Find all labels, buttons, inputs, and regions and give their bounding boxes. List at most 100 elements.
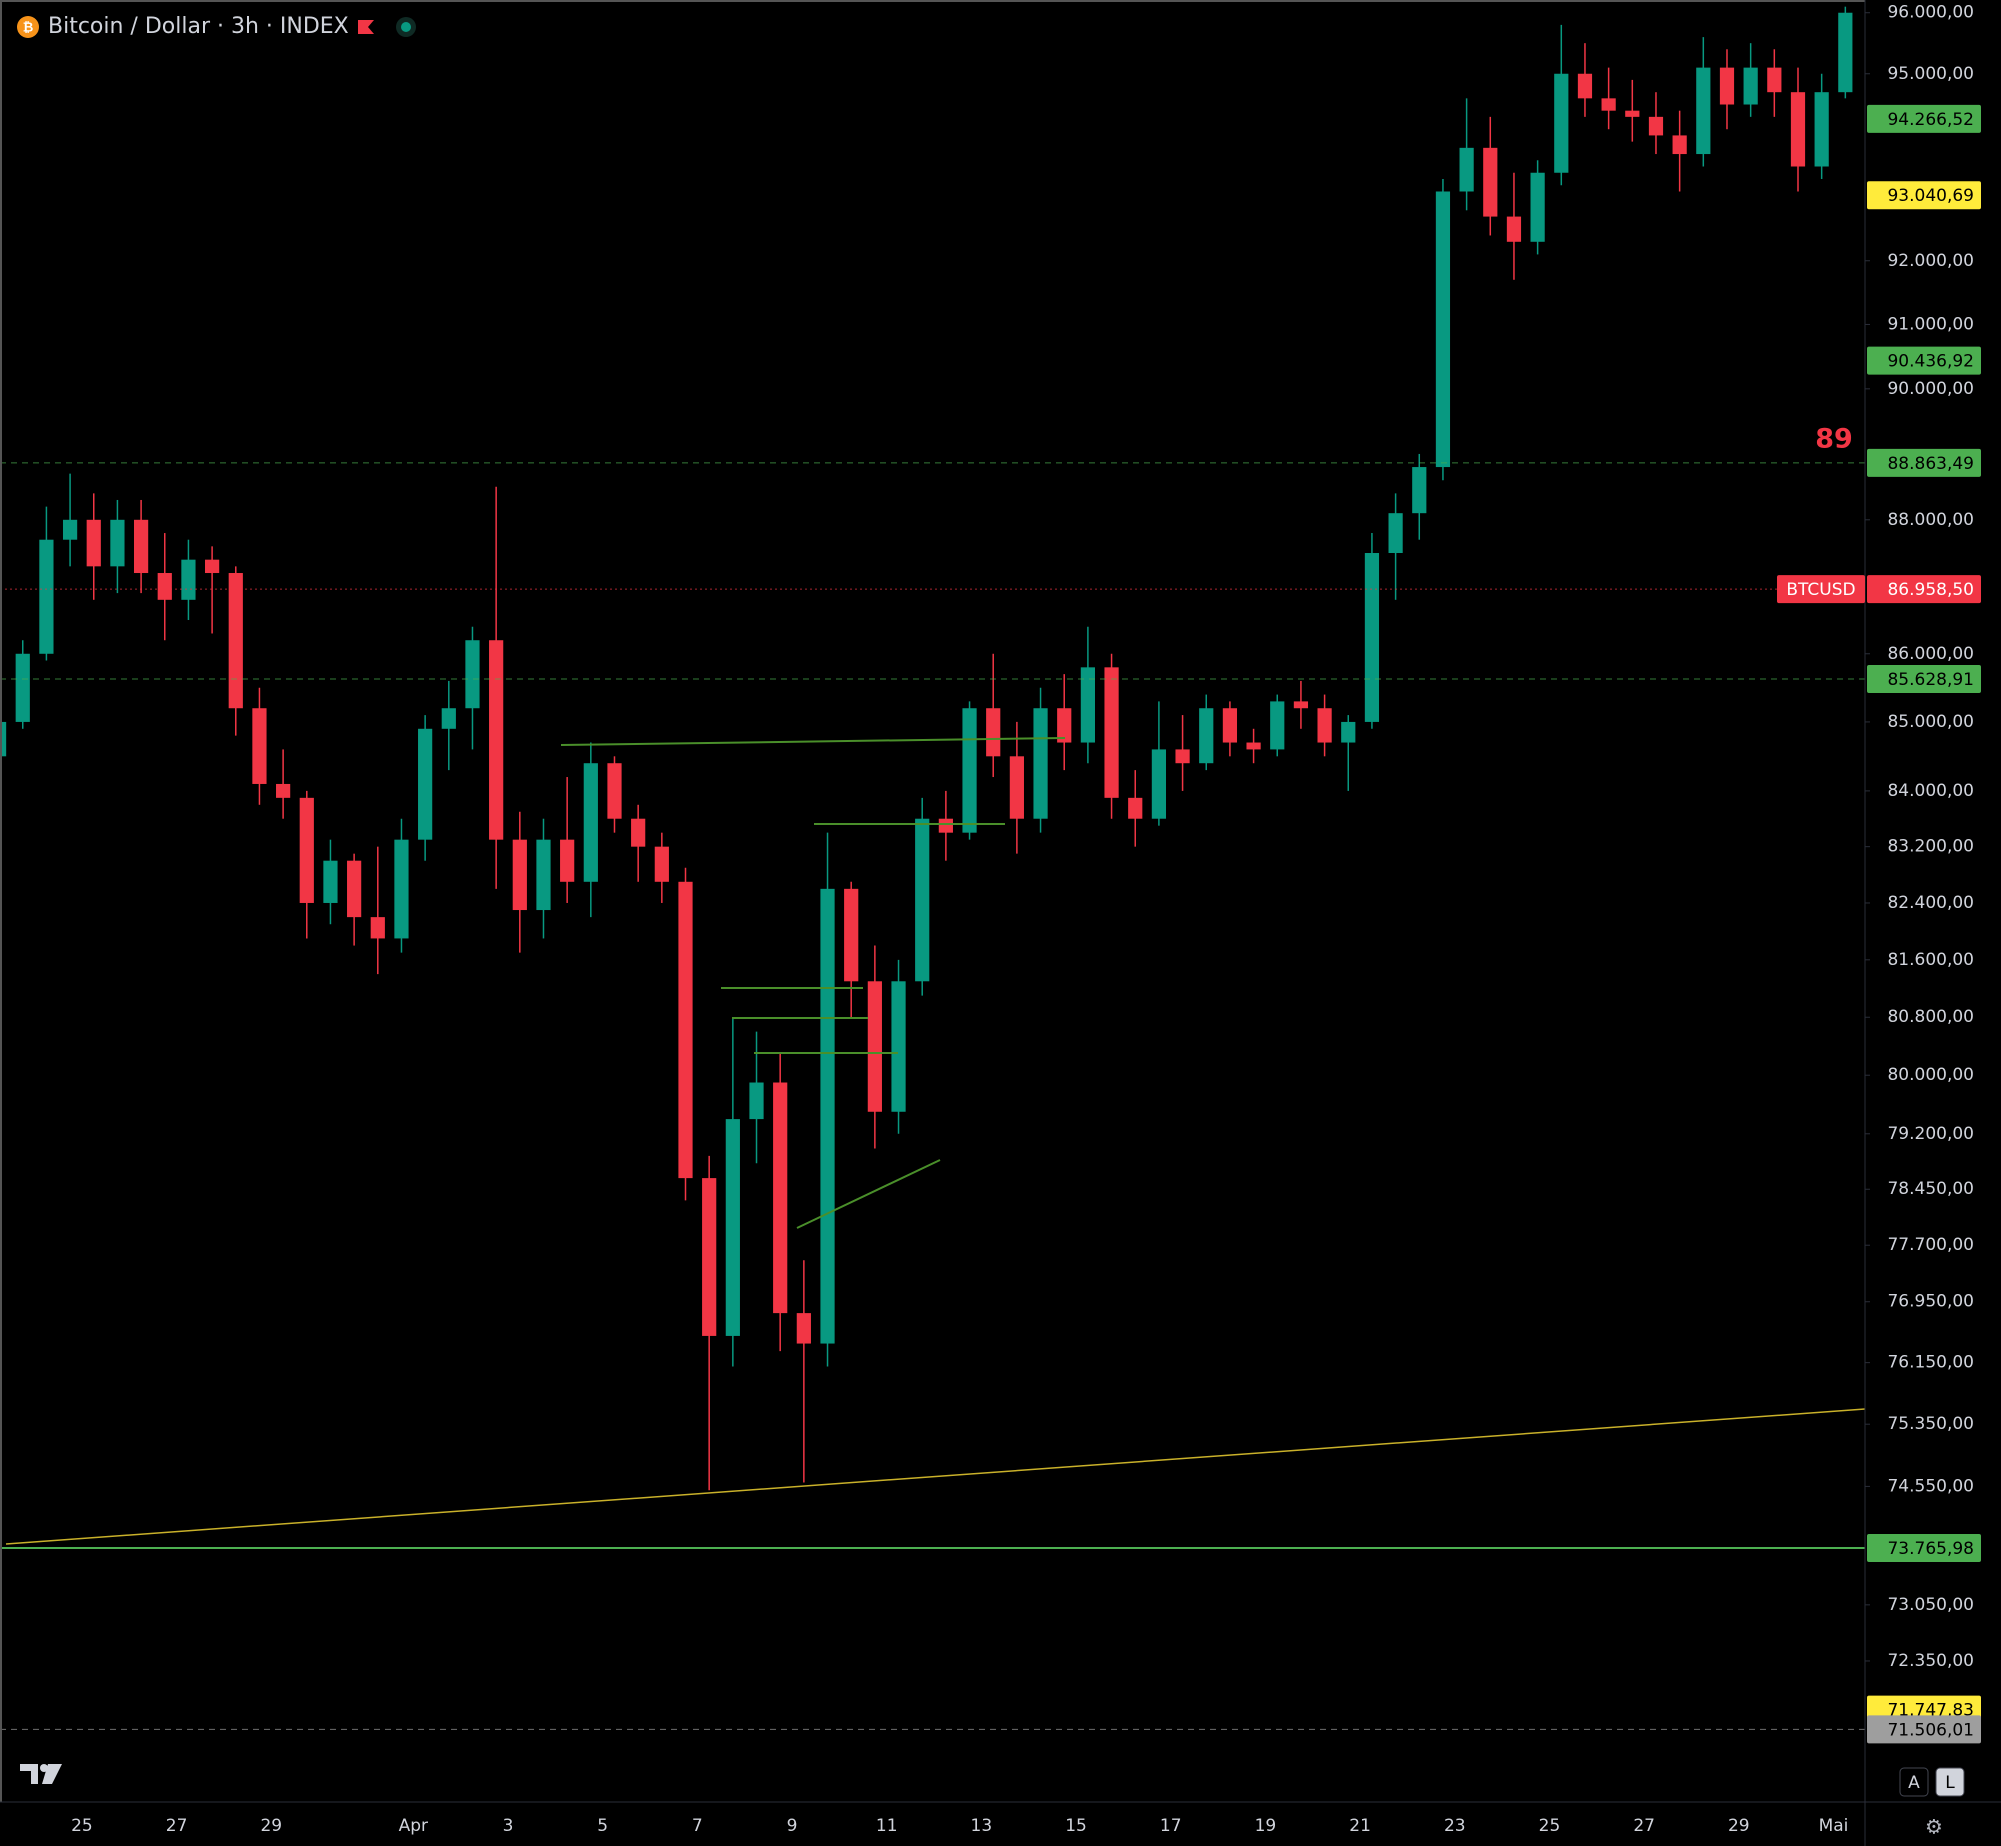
candle-body — [1743, 67, 1758, 105]
candle-body — [1601, 98, 1616, 111]
candle-body — [1530, 172, 1545, 242]
x-tick-label: 9 — [787, 1816, 798, 1836]
candle-body — [418, 728, 433, 840]
candle-body — [1270, 701, 1285, 750]
scale-button-box[interactable] — [1899, 1767, 1929, 1797]
y-tick-label: 96.000,00 — [1887, 3, 1974, 23]
y-tick-label: 92.000,00 — [1887, 251, 1974, 271]
price-label: 73.765,98 — [1887, 1539, 1974, 1559]
price-label-box — [1867, 575, 1981, 604]
y-tick-label: 83.200,00 — [1887, 837, 1974, 857]
candle-body — [1199, 708, 1214, 764]
candle-body — [1648, 116, 1664, 136]
candle-body — [844, 888, 859, 982]
candle-body — [110, 519, 125, 567]
candle-body — [323, 860, 338, 903]
candle-body — [749, 1082, 764, 1120]
x-tick-label: 25 — [1539, 1816, 1561, 1836]
scale-button[interactable]: L — [1945, 1773, 1955, 1793]
x-tick-label: 25 — [71, 1816, 93, 1836]
price-label: 90.436,92 — [1887, 352, 1974, 372]
legend: ₿ Bitcoin / Dollar · 3h · INDEX — [17, 14, 416, 39]
candle-body — [986, 708, 1001, 757]
candle-body — [1317, 708, 1332, 743]
y-tick-label: 72.350,00 — [1887, 1651, 1974, 1671]
candle-body — [1719, 67, 1735, 105]
candle-body — [0, 721, 7, 757]
candle-body — [1483, 147, 1498, 217]
axes: 96.000,00 95.000,00 92.000,00 91.000,00 90.0… — [71, 3, 1981, 1836]
x-tick-label: 19 — [1255, 1816, 1277, 1836]
candle-body — [1364, 553, 1380, 722]
candle-body — [228, 573, 243, 709]
candle-body — [86, 519, 101, 567]
candle-body — [157, 573, 172, 600]
candle-body — [347, 860, 362, 918]
symbol-tag: BTCUSD — [1786, 580, 1855, 600]
settings-icon[interactable]: ⚙ — [1925, 1815, 1943, 1839]
y-tick-label: 74.550,00 — [1887, 1476, 1974, 1496]
drawn-trend[interactable] — [796, 1159, 941, 1229]
logo-part — [40, 1764, 48, 1772]
candle-body — [867, 981, 882, 1112]
candle-body — [1104, 667, 1119, 798]
candle-body — [512, 839, 527, 911]
candle-body — [915, 818, 930, 982]
candle-body — [1412, 467, 1427, 514]
x-tick-label: 13 — [971, 1816, 993, 1836]
x-tick-label: 29 — [1728, 1816, 1750, 1836]
y-tick-label: 95.000,00 — [1887, 64, 1974, 84]
candle-body — [1814, 92, 1829, 167]
user-drawings — [5, 737, 1865, 1545]
x-tick-label: 5 — [597, 1816, 608, 1836]
candle-body — [1246, 742, 1261, 750]
candle-body — [1009, 756, 1024, 819]
y-tick-label: 76.150,00 — [1887, 1353, 1974, 1373]
candle-body — [796, 1313, 811, 1344]
scale-button[interactable]: A — [1908, 1773, 1920, 1793]
x-tick-label: 17 — [1160, 1816, 1182, 1836]
price-label-box — [1867, 448, 1981, 477]
price-label-box — [1867, 346, 1981, 375]
candle-body — [299, 797, 314, 903]
candle-body — [725, 1119, 740, 1336]
flag-icon[interactable] — [358, 20, 374, 34]
price-label: 94.266,52 — [1887, 110, 1974, 130]
candle-body — [1435, 191, 1451, 468]
drawn-level[interactable] — [560, 737, 1066, 746]
candle-body — [820, 888, 835, 1344]
candle-body — [891, 981, 906, 1112]
candle-body — [678, 881, 693, 1179]
coin-icon — [17, 16, 39, 38]
logo-part — [42, 1764, 62, 1784]
y-tick-label: 75.350,00 — [1887, 1414, 1974, 1434]
candle-body — [252, 708, 267, 784]
y-tick-label: 84.000,00 — [1887, 781, 1974, 801]
trend-line[interactable] — [5, 1408, 1865, 1545]
candle-body — [1388, 513, 1403, 554]
coin-symbol: ₿ — [23, 21, 34, 36]
candle-body — [370, 917, 385, 939]
status-dot — [401, 22, 411, 32]
price-label: 86.958,50 — [1887, 580, 1974, 600]
candle-body — [465, 640, 480, 709]
candle-body — [133, 519, 149, 574]
candle-body — [205, 559, 220, 574]
candle-body — [276, 783, 291, 798]
candle-body — [654, 846, 669, 882]
y-tick-label: 80.800,00 — [1887, 1007, 1974, 1027]
scale-button-box[interactable] — [1935, 1767, 1965, 1797]
price-label: 93.040,69 — [1887, 186, 1974, 206]
candle-body — [1175, 749, 1190, 764]
candle-body — [1151, 749, 1167, 819]
y-tick-label: 85.000,00 — [1887, 712, 1974, 732]
x-tick-label: 15 — [1065, 1816, 1087, 1836]
candle-body — [181, 559, 196, 600]
tv-logo[interactable] — [20, 1764, 62, 1784]
y-tick-label: 77.700,00 — [1887, 1235, 1974, 1255]
candle-body — [560, 839, 575, 882]
candle-body — [15, 653, 30, 722]
logo-part — [20, 1764, 38, 1784]
